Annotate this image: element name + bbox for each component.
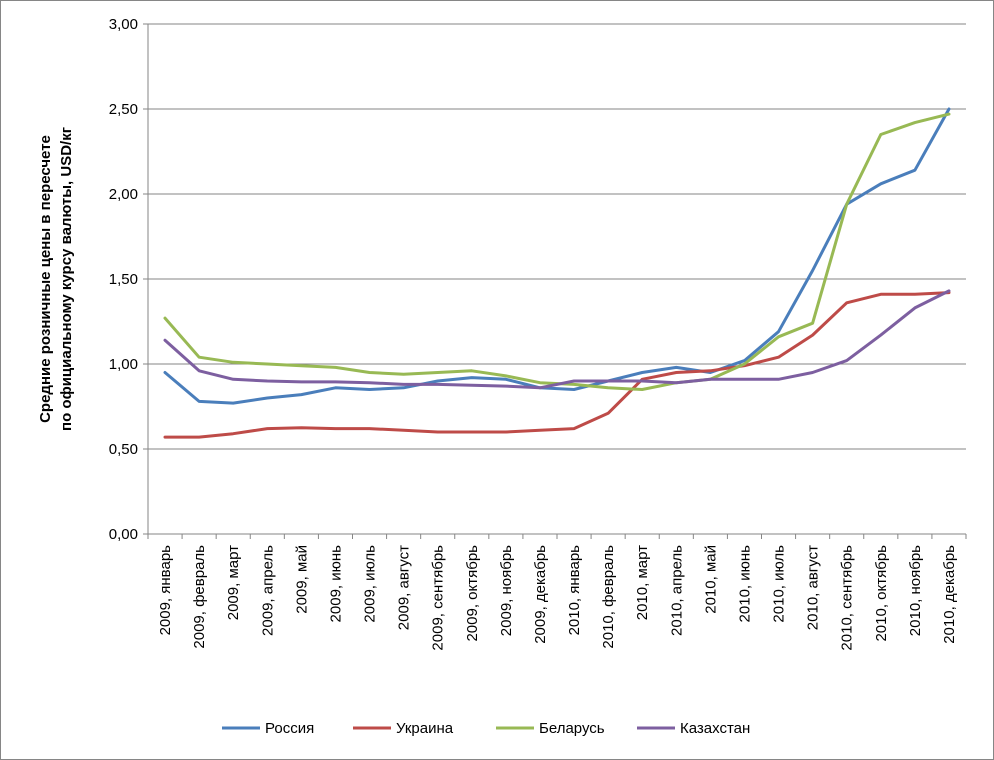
y-axis-title-line: по официальному курсу валюты, USD/кг bbox=[58, 127, 75, 431]
x-tick-label: 2010, сентябрь bbox=[839, 545, 856, 651]
x-tick-label: 2009, июнь bbox=[327, 545, 344, 623]
x-tick-label: 2009, октябрь bbox=[464, 545, 481, 642]
gridlines bbox=[143, 23, 966, 535]
x-tick-label: 2009, май bbox=[293, 545, 310, 614]
x-tick-label: 2010, май bbox=[702, 545, 719, 614]
series-lines bbox=[163, 107, 951, 439]
x-tick-label: 2010, октябрь bbox=[873, 545, 890, 642]
y-tick-label: 1,50 bbox=[109, 271, 138, 288]
x-tick-label: 2009, февраль bbox=[191, 545, 208, 649]
x-tick-label: 2010, март bbox=[634, 545, 651, 620]
y-tick-label: 3,00 bbox=[109, 16, 138, 33]
y-tick-label: 0,00 bbox=[109, 526, 138, 543]
x-tick-label: 2009, сентябрь bbox=[430, 545, 447, 651]
series-line-3 bbox=[163, 112, 951, 391]
x-tick-label: 2009, июль bbox=[362, 545, 379, 623]
y-tick-label: 2,50 bbox=[109, 101, 138, 118]
axes bbox=[147, 24, 967, 539]
y-axis-tick-labels: 0,00 0,50 1,00 1,50 2,00 2,50 3,00 bbox=[109, 16, 138, 543]
legend-label: Казахстан bbox=[680, 720, 750, 737]
series-line-1 bbox=[163, 107, 951, 405]
x-tick-label: 2010, декабрь bbox=[941, 545, 958, 644]
y-axis-title: Средние розничные цены в пересчете по офи… bbox=[37, 127, 75, 431]
x-tick-label: 2009, август bbox=[396, 545, 413, 630]
x-tick-label: 2009, декабрь bbox=[532, 545, 549, 644]
x-tick-label: 2009, январь bbox=[157, 545, 174, 636]
x-tick-label: 2010, ноябрь bbox=[907, 545, 924, 636]
x-tick-label: 2010, апрель bbox=[668, 545, 685, 636]
y-tick-label: 0,50 bbox=[109, 441, 138, 458]
series-line-2 bbox=[163, 291, 951, 439]
x-tick-label: 2010, февраль bbox=[600, 545, 617, 649]
series-line-4 bbox=[163, 289, 951, 390]
legend-label: Россия bbox=[265, 720, 314, 737]
x-tick-label: 2010, август bbox=[805, 545, 822, 630]
x-tick-label: 2009, март bbox=[225, 545, 242, 620]
x-tick-label: 2009, ноябрь bbox=[498, 545, 515, 636]
y-tick-label: 2,00 bbox=[109, 186, 138, 203]
x-tick-label: 2010, январь bbox=[566, 545, 583, 636]
x-axis-tick-labels: 2009, январь 2009, февраль 2009, март 2009,… bbox=[157, 545, 958, 651]
y-axis-title-line: Средние розничные цены в пересчете bbox=[37, 135, 54, 423]
y-tick-label: 1,00 bbox=[109, 356, 138, 373]
x-tick-label: 2009, апрель bbox=[259, 545, 276, 636]
x-tick-label: 2010, июль bbox=[771, 545, 788, 623]
legend-label: Беларусь bbox=[539, 720, 605, 737]
legend: Россия Украина Беларусь Казахстан bbox=[222, 720, 750, 737]
x-tick-label: 2010, июнь bbox=[736, 545, 753, 623]
legend-label: Украина bbox=[396, 720, 454, 737]
